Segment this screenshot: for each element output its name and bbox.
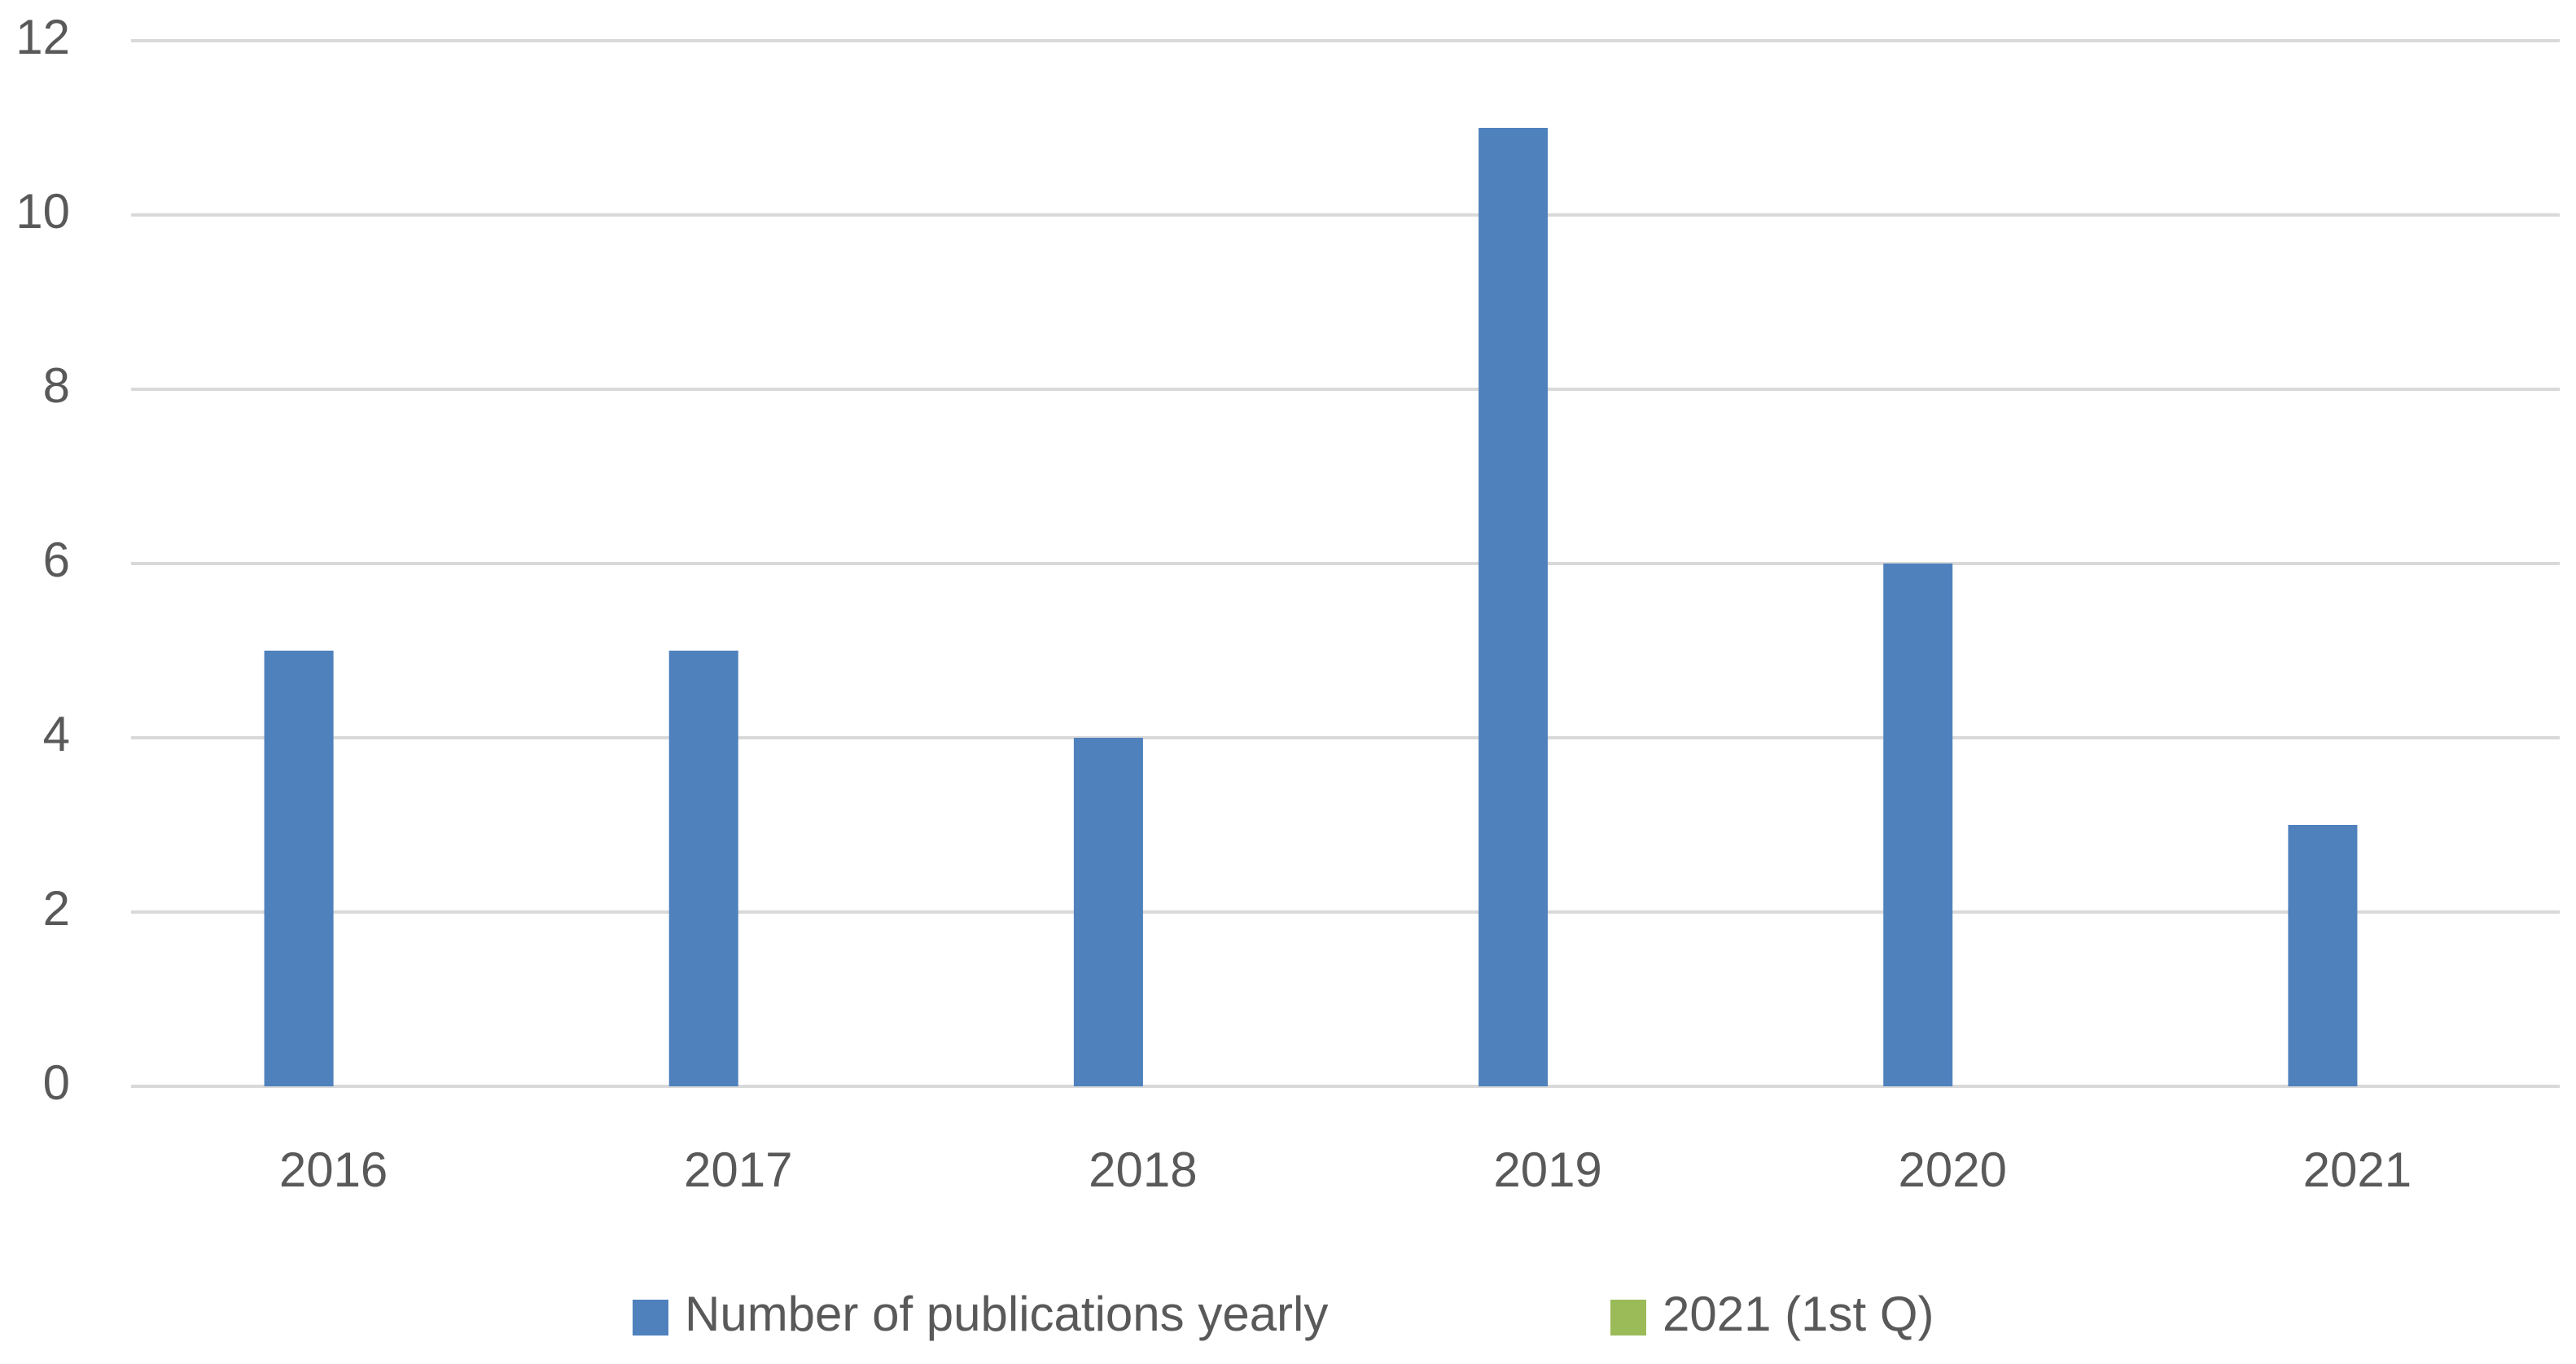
legend-label: 2021 (1st Q) xyxy=(1663,1287,1934,1341)
x-tick-label: 2017 xyxy=(684,1143,792,1197)
legend-swatch xyxy=(1610,1300,1646,1335)
bar xyxy=(668,651,738,1086)
y-tick-label: 8 xyxy=(43,358,70,413)
bar xyxy=(1073,738,1143,1086)
x-tick-label: 2020 xyxy=(1899,1143,2007,1197)
y-tick-label: 12 xyxy=(15,10,70,64)
y-tick-label: 0 xyxy=(43,1055,70,1110)
x-tick-label: 2016 xyxy=(279,1143,388,1197)
x-tick-label: 2018 xyxy=(1089,1143,1197,1197)
bar xyxy=(264,651,334,1086)
y-tick-label: 4 xyxy=(43,707,70,761)
legend-swatch xyxy=(633,1300,668,1335)
legend-label: Number of publications yearly xyxy=(685,1287,1328,1341)
bar xyxy=(1883,564,1953,1086)
bar xyxy=(2288,825,2358,1086)
x-tick-label: 2021 xyxy=(2303,1143,2412,1197)
y-tick-label: 2 xyxy=(43,881,70,936)
y-tick-label: 6 xyxy=(43,533,70,587)
y-tick-label: 10 xyxy=(15,184,70,239)
bar xyxy=(1479,128,1549,1086)
x-tick-label: 2019 xyxy=(1493,1143,1601,1197)
